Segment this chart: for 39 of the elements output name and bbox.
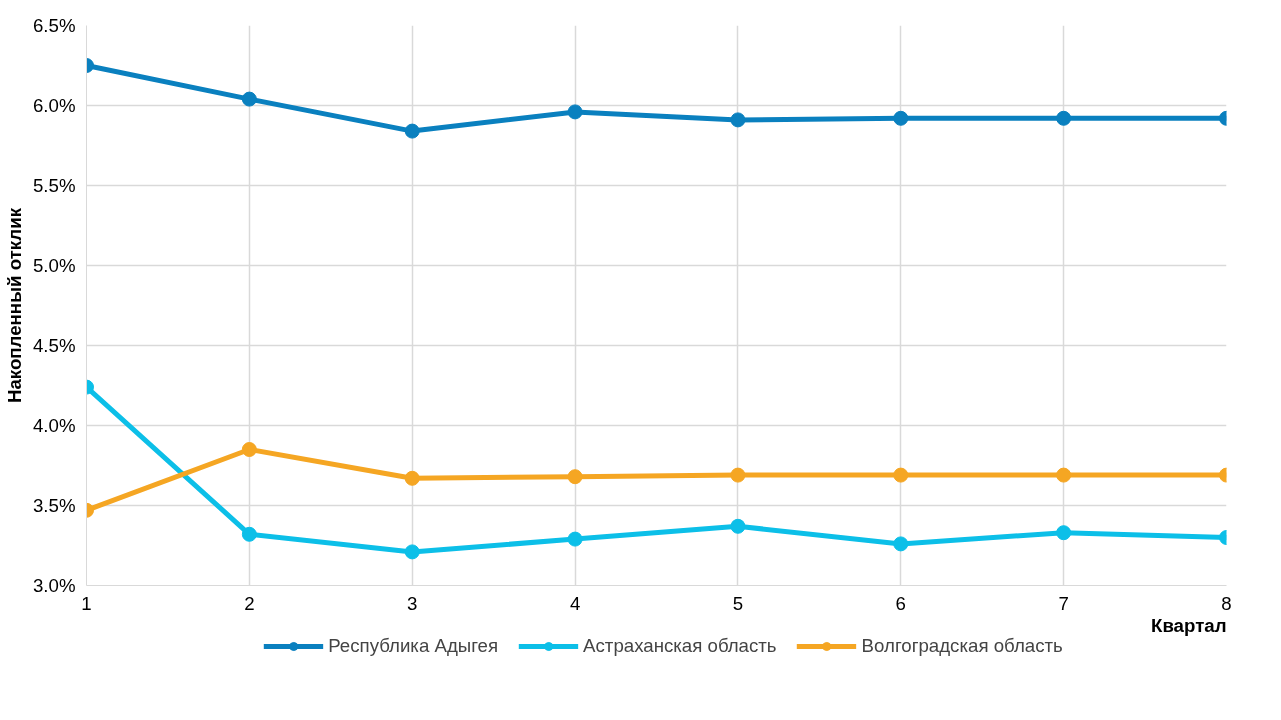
point — [404, 123, 420, 139]
y-tick-label: 5.5% — [32, 175, 76, 196]
legend-label: Республика Адыгея — [328, 635, 499, 657]
point — [567, 469, 583, 485]
y-tick-label: 3.5% — [32, 495, 76, 516]
x-tick-label: 5 — [732, 592, 744, 614]
point — [567, 104, 583, 120]
point — [1056, 467, 1072, 483]
point — [893, 110, 909, 126]
x-tick-label: 4 — [569, 592, 581, 614]
y-tick-label: 6.5% — [32, 15, 76, 36]
y-tick-label: 4.0% — [32, 415, 76, 436]
point — [730, 112, 746, 128]
legend-label: Волгоградская область — [861, 635, 1063, 657]
y-tick-label: 4.5% — [32, 335, 76, 356]
point — [893, 467, 909, 483]
point — [893, 536, 909, 552]
point — [1056, 110, 1072, 126]
y-tick-label: 5.0% — [32, 255, 76, 276]
x-tick-label: 8 — [1221, 592, 1232, 614]
point — [404, 470, 420, 486]
legend-label: Астраханская область — [583, 635, 777, 657]
point — [241, 442, 257, 457]
y-axis-title: Накопленный отклик — [3, 207, 25, 403]
point — [404, 544, 420, 560]
point — [567, 531, 583, 547]
x-tick-label: 2 — [244, 592, 255, 614]
x-tick-label: 1 — [81, 592, 92, 614]
point — [241, 91, 257, 107]
x-axis-title: Квартал — [1151, 614, 1227, 636]
x-tick-label: 3 — [407, 592, 418, 614]
x-tick-label: 6 — [895, 592, 906, 614]
point — [1056, 525, 1072, 541]
point — [730, 518, 746, 534]
point — [730, 467, 746, 483]
y-tick-label: 6.0% — [32, 95, 76, 116]
point — [241, 526, 257, 542]
x-tick-label: 7 — [1058, 592, 1069, 614]
y-tick-label: 3.0% — [32, 575, 76, 596]
